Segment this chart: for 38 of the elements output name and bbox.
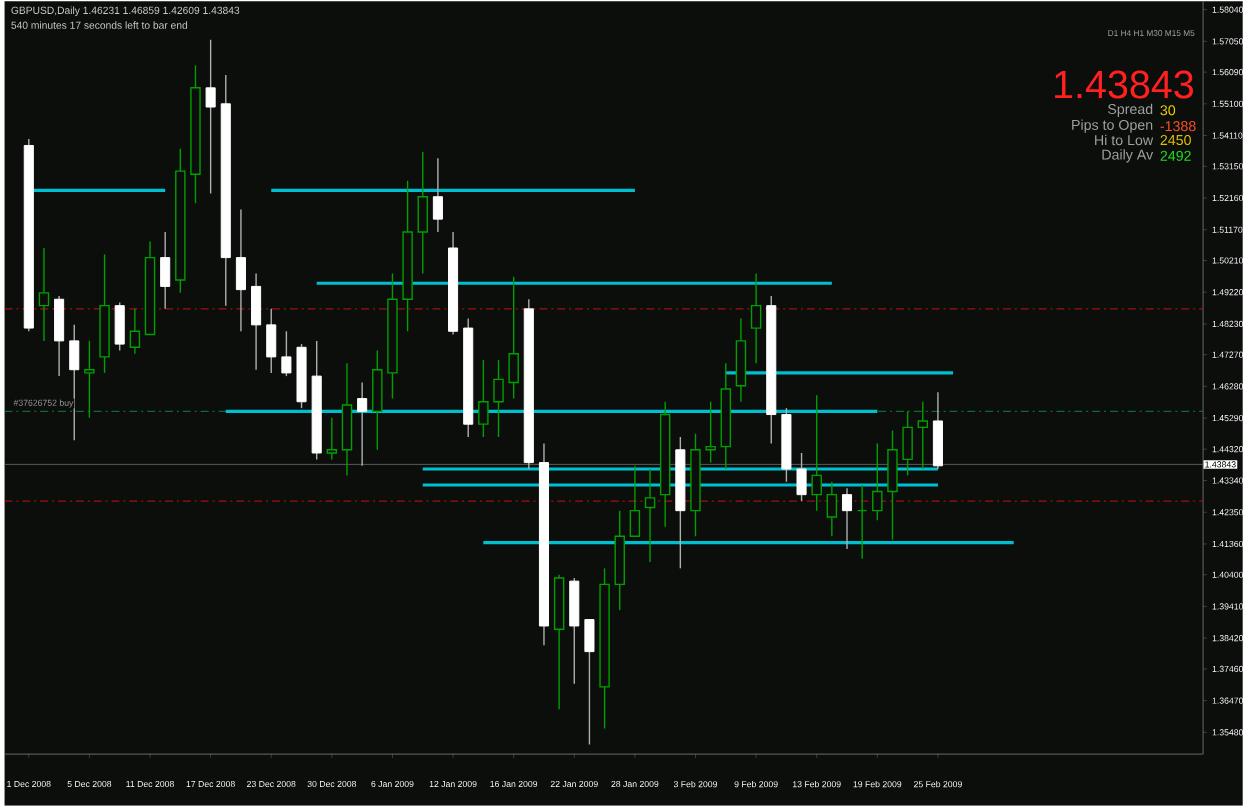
candlestick: [326, 417, 338, 461]
candlestick: [826, 481, 838, 538]
candlestick: [508, 276, 519, 400]
annotation: 1.43843: [1055, 70, 1193, 99]
candlestick: [417, 151, 428, 275]
candlestick: [160, 231, 171, 310]
candlestick: [705, 401, 716, 464]
candlestick: [917, 401, 929, 470]
candlestick: [735, 317, 747, 403]
candlestick: [266, 308, 277, 374]
candlestick: [841, 487, 853, 550]
candlestick: [281, 330, 292, 377]
candlestick: [796, 452, 807, 502]
candlestick: [38, 247, 50, 342]
candlestick: [493, 359, 504, 438]
candlestick: [887, 430, 898, 541]
candlestick: [932, 391, 943, 470]
candlestick: [872, 442, 883, 522]
candlestick: [84, 340, 95, 419]
candlestick: [478, 359, 489, 438]
candlestick: [750, 273, 762, 365]
candlestick: [205, 39, 216, 195]
candlestick: [644, 468, 656, 563]
candlestick: [569, 577, 580, 685]
candlestick: [129, 308, 141, 355]
candlestick: [811, 394, 822, 512]
candlestick: [629, 465, 641, 538]
candlestick: [235, 209, 246, 333]
candlestick: [432, 157, 443, 233]
candlestick: [372, 349, 383, 451]
candlestick: [114, 301, 125, 352]
candlestick: [54, 295, 65, 377]
candlestick: [251, 273, 262, 371]
candlestick: [357, 382, 368, 467]
candlestick: [856, 484, 868, 560]
candlestick: [584, 619, 595, 746]
candlestick: [341, 362, 353, 477]
candlestick: [902, 410, 913, 477]
